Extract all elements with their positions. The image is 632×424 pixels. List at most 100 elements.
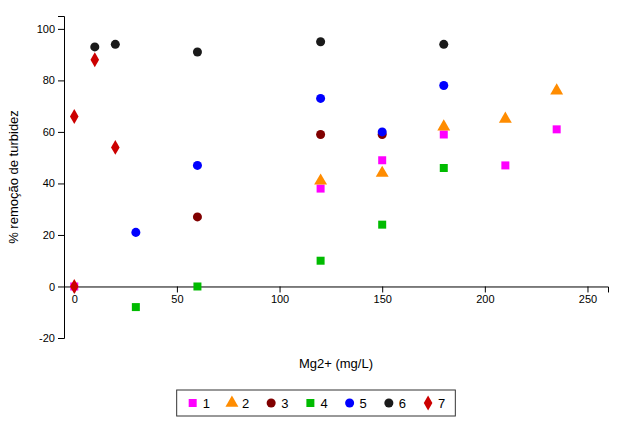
- y-tick: 80: [43, 74, 64, 86]
- series: [132, 164, 448, 311]
- y-axis-line: [58, 17, 65, 339]
- point: [317, 185, 325, 193]
- x-axis-line: [65, 287, 609, 293]
- legend-label: 2: [242, 396, 249, 411]
- series: [70, 52, 120, 294]
- x-tick-mark: [485, 286, 486, 292]
- series: [314, 83, 563, 184]
- point: [550, 83, 563, 94]
- legend-label: 3: [281, 396, 288, 411]
- point: [132, 303, 140, 311]
- chart: 0 50 100 150 200 250 -20 0 20 40 60 80 100 Mg2+ (mg/L…: [0, 0, 632, 424]
- y-tick-label: 40: [43, 177, 55, 189]
- y-tick: 20: [43, 229, 64, 241]
- y-tick-mark: [58, 29, 64, 30]
- x-tick-label: 200: [476, 293, 494, 305]
- point: [499, 112, 512, 123]
- point: [317, 257, 325, 265]
- x-tick: 250: [579, 286, 597, 305]
- point: [131, 228, 140, 237]
- legend-label: 7: [438, 396, 445, 411]
- x-tick-label: 250: [579, 293, 597, 305]
- series: [70, 125, 560, 290]
- legend-item: 1: [189, 396, 210, 411]
- x-tick: 200: [476, 286, 494, 305]
- x-tick-mark: [280, 286, 281, 292]
- point: [501, 161, 509, 169]
- y-tick: -20: [39, 332, 64, 344]
- point: [314, 173, 327, 184]
- y-tick: 60: [43, 126, 64, 138]
- x-tick-label: 150: [374, 293, 392, 305]
- x-tick: 100: [271, 286, 289, 305]
- x-tick: 50: [171, 286, 183, 305]
- legend-label: 4: [320, 396, 327, 411]
- legend-item: 3: [267, 396, 289, 411]
- y-axis-title: % remoção de turbidez: [6, 110, 21, 244]
- point: [439, 81, 448, 90]
- legend-item: 6: [384, 396, 406, 411]
- point: [316, 130, 325, 139]
- y-axis: -20020406080100: [37, 17, 65, 345]
- point: [440, 164, 448, 172]
- y-tick-label: -20: [39, 332, 55, 344]
- x-axis: 0 50 100 150 200 250: [65, 286, 609, 305]
- y-tick-mark: [58, 183, 64, 184]
- legend-box: [177, 390, 456, 416]
- point: [70, 109, 79, 124]
- y-tick-mark: [58, 286, 64, 287]
- point: [378, 127, 387, 136]
- y-tick: 100: [37, 23, 64, 35]
- x-tick-mark: [177, 286, 178, 292]
- point: [376, 166, 389, 177]
- legend-symbol: [189, 399, 197, 407]
- point: [70, 279, 79, 294]
- y-tick-mark: [58, 80, 64, 81]
- y-tick-label: 100: [37, 23, 55, 35]
- point: [111, 40, 120, 49]
- point: [378, 156, 386, 164]
- point: [439, 40, 448, 49]
- legend-symbol: [384, 398, 393, 407]
- point: [440, 130, 448, 138]
- y-tick-label: 80: [43, 74, 55, 86]
- series: [131, 81, 448, 237]
- point: [193, 212, 202, 221]
- point: [193, 161, 202, 170]
- x-tick-mark: [382, 286, 383, 292]
- y-tick: 40: [43, 177, 64, 189]
- point: [111, 140, 120, 155]
- y-tick-mark: [58, 235, 64, 236]
- x-axis-title: Mg2+ (mg/L): [299, 356, 373, 371]
- legend-symbol: [267, 398, 276, 407]
- legend-label: 5: [360, 396, 367, 411]
- point: [316, 37, 325, 46]
- x-tick-label: 50: [171, 293, 183, 305]
- legend-item: 5: [345, 396, 367, 411]
- point: [90, 42, 99, 51]
- y-tick-label: 20: [43, 229, 55, 241]
- x-tick-label: 100: [271, 293, 289, 305]
- legend-symbol: [225, 396, 238, 407]
- x-tick: 150: [374, 286, 392, 305]
- legend-item: 4: [306, 396, 327, 411]
- point: [193, 48, 202, 57]
- points: [70, 37, 563, 311]
- series: [193, 130, 387, 221]
- plot: 0 50 100 150 200 250 -20 0 20 40 60 80 100: [37, 17, 609, 345]
- series: [90, 37, 448, 56]
- point: [90, 52, 99, 67]
- y-tick-mark: [58, 132, 64, 133]
- x-tick-label: 0: [72, 293, 78, 305]
- legend-label: 6: [399, 396, 406, 411]
- legend-label: 1: [203, 396, 210, 411]
- y-tick-label: 60: [43, 126, 55, 138]
- point: [193, 282, 201, 290]
- point: [553, 125, 561, 133]
- point: [316, 94, 325, 103]
- legend: 1 2 3 4 5 6 7: [177, 390, 456, 416]
- point: [437, 119, 450, 130]
- legend-item: 7: [424, 396, 446, 411]
- legend-symbol: [345, 398, 354, 407]
- legend-item: 2: [225, 396, 249, 411]
